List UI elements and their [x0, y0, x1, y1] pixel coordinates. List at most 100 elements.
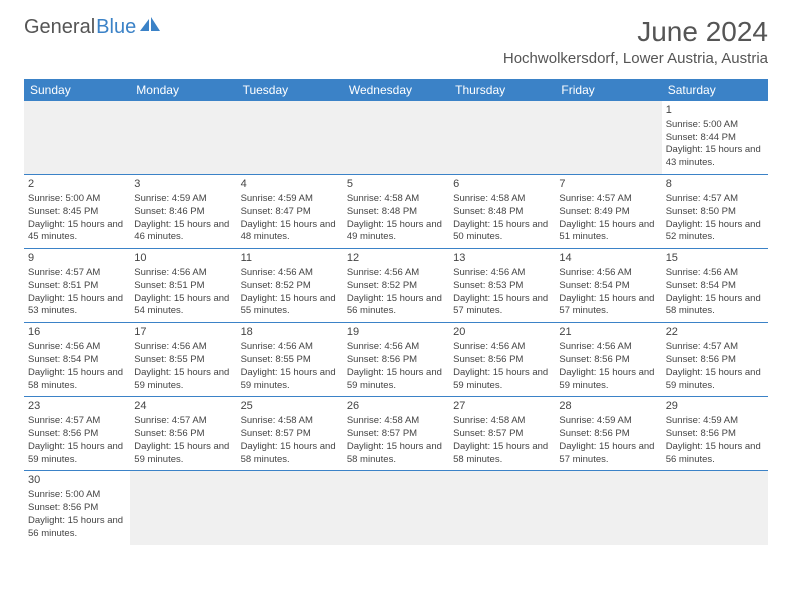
calendar-cell: 8Sunrise: 4:57 AMSunset: 8:50 PMDaylight…	[662, 175, 768, 249]
sunrise-text: Sunrise: 4:57 AM	[28, 267, 126, 280]
calendar-cell: 4Sunrise: 4:59 AMSunset: 8:47 PMDaylight…	[237, 175, 343, 249]
calendar-cell: 30Sunrise: 5:00 AMSunset: 8:56 PMDayligh…	[24, 471, 130, 545]
sunrise-text: Sunrise: 4:57 AM	[134, 415, 232, 428]
day-number: 7	[559, 177, 657, 192]
sunset-text: Sunset: 8:45 PM	[28, 206, 126, 219]
calendar-cell	[24, 101, 130, 175]
sunrise-text: Sunrise: 4:56 AM	[241, 341, 339, 354]
daylight-text: Daylight: 15 hours and 48 minutes.	[241, 219, 339, 245]
day-number: 19	[347, 325, 445, 340]
calendar-cell: 21Sunrise: 4:56 AMSunset: 8:56 PMDayligh…	[555, 323, 661, 397]
sunrise-text: Sunrise: 4:58 AM	[453, 415, 551, 428]
sunset-text: Sunset: 8:56 PM	[559, 354, 657, 367]
sunrise-text: Sunrise: 4:57 AM	[666, 341, 764, 354]
calendar-cell: 5Sunrise: 4:58 AMSunset: 8:48 PMDaylight…	[343, 175, 449, 249]
calendar-cell: 29Sunrise: 4:59 AMSunset: 8:56 PMDayligh…	[662, 397, 768, 471]
calendar-cell	[343, 471, 449, 545]
daylight-text: Daylight: 15 hours and 53 minutes.	[28, 293, 126, 319]
sunrise-text: Sunrise: 4:56 AM	[241, 267, 339, 280]
calendar-header-row: SundayMondayTuesdayWednesdayThursdayFrid…	[24, 79, 768, 101]
sunrise-text: Sunrise: 4:56 AM	[453, 267, 551, 280]
day-number: 24	[134, 399, 232, 414]
sunset-text: Sunset: 8:57 PM	[453, 428, 551, 441]
sunrise-text: Sunrise: 4:56 AM	[347, 267, 445, 280]
daylight-text: Daylight: 15 hours and 57 minutes.	[559, 293, 657, 319]
calendar-cell: 3Sunrise: 4:59 AMSunset: 8:46 PMDaylight…	[130, 175, 236, 249]
calendar-cell: 1Sunrise: 5:00 AMSunset: 8:44 PMDaylight…	[662, 101, 768, 175]
day-number: 14	[559, 251, 657, 266]
calendar-cell: 13Sunrise: 4:56 AMSunset: 8:53 PMDayligh…	[449, 249, 555, 323]
header: GeneralBlue June 2024 Hochwolkersdorf, L…	[24, 16, 768, 71]
daylight-text: Daylight: 15 hours and 45 minutes.	[28, 219, 126, 245]
day-number: 8	[666, 177, 764, 192]
calendar-cell: 24Sunrise: 4:57 AMSunset: 8:56 PMDayligh…	[130, 397, 236, 471]
day-number: 17	[134, 325, 232, 340]
sunset-text: Sunset: 8:56 PM	[134, 428, 232, 441]
daylight-text: Daylight: 15 hours and 49 minutes.	[347, 219, 445, 245]
sunrise-text: Sunrise: 4:58 AM	[241, 415, 339, 428]
sunrise-text: Sunrise: 4:56 AM	[347, 341, 445, 354]
day-header: Monday	[130, 79, 236, 101]
day-number: 27	[453, 399, 551, 414]
sunrise-text: Sunrise: 5:00 AM	[28, 193, 126, 206]
calendar-cell	[555, 471, 661, 545]
calendar-cell	[130, 471, 236, 545]
sunrise-text: Sunrise: 4:59 AM	[559, 415, 657, 428]
sunrise-text: Sunrise: 4:57 AM	[666, 193, 764, 206]
daylight-text: Daylight: 15 hours and 59 minutes.	[347, 367, 445, 393]
daylight-text: Daylight: 15 hours and 58 minutes.	[241, 441, 339, 467]
day-number: 25	[241, 399, 339, 414]
sunrise-text: Sunrise: 5:00 AM	[666, 119, 764, 132]
daylight-text: Daylight: 15 hours and 56 minutes.	[666, 441, 764, 467]
sunrise-text: Sunrise: 4:58 AM	[347, 193, 445, 206]
month-title: June 2024	[503, 16, 768, 48]
calendar-cell: 25Sunrise: 4:58 AMSunset: 8:57 PMDayligh…	[237, 397, 343, 471]
day-header: Thursday	[449, 79, 555, 101]
day-number: 20	[453, 325, 551, 340]
calendar-cell: 23Sunrise: 4:57 AMSunset: 8:56 PMDayligh…	[24, 397, 130, 471]
daylight-text: Daylight: 15 hours and 50 minutes.	[453, 219, 551, 245]
day-number: 29	[666, 399, 764, 414]
daylight-text: Daylight: 15 hours and 59 minutes.	[241, 367, 339, 393]
day-number: 3	[134, 177, 232, 192]
sunset-text: Sunset: 8:51 PM	[28, 280, 126, 293]
sunrise-text: Sunrise: 4:59 AM	[666, 415, 764, 428]
calendar-cell	[237, 471, 343, 545]
sunrise-text: Sunrise: 4:59 AM	[241, 193, 339, 206]
day-number: 16	[28, 325, 126, 340]
calendar-cell: 16Sunrise: 4:56 AMSunset: 8:54 PMDayligh…	[24, 323, 130, 397]
daylight-text: Daylight: 15 hours and 43 minutes.	[666, 144, 764, 170]
sunrise-text: Sunrise: 4:56 AM	[559, 267, 657, 280]
day-number: 21	[559, 325, 657, 340]
sunset-text: Sunset: 8:56 PM	[666, 354, 764, 367]
day-number: 6	[453, 177, 551, 192]
day-number: 23	[28, 399, 126, 414]
sunrise-text: Sunrise: 4:56 AM	[453, 341, 551, 354]
sunset-text: Sunset: 8:54 PM	[559, 280, 657, 293]
daylight-text: Daylight: 15 hours and 56 minutes.	[347, 293, 445, 319]
sunset-text: Sunset: 8:57 PM	[241, 428, 339, 441]
daylight-text: Daylight: 15 hours and 58 minutes.	[453, 441, 551, 467]
calendar-cell	[449, 101, 555, 175]
calendar-cell: 7Sunrise: 4:57 AMSunset: 8:49 PMDaylight…	[555, 175, 661, 249]
day-header: Friday	[555, 79, 661, 101]
logo-sail-icon	[140, 16, 162, 39]
sunset-text: Sunset: 8:53 PM	[453, 280, 551, 293]
sunset-text: Sunset: 8:57 PM	[347, 428, 445, 441]
day-header: Saturday	[662, 79, 768, 101]
sunset-text: Sunset: 8:56 PM	[28, 428, 126, 441]
calendar-cell: 26Sunrise: 4:58 AMSunset: 8:57 PMDayligh…	[343, 397, 449, 471]
daylight-text: Daylight: 15 hours and 59 minutes.	[453, 367, 551, 393]
sunset-text: Sunset: 8:54 PM	[28, 354, 126, 367]
day-number: 13	[453, 251, 551, 266]
daylight-text: Daylight: 15 hours and 59 minutes.	[559, 367, 657, 393]
sunset-text: Sunset: 8:51 PM	[134, 280, 232, 293]
sunset-text: Sunset: 8:56 PM	[453, 354, 551, 367]
daylight-text: Daylight: 15 hours and 55 minutes.	[241, 293, 339, 319]
daylight-text: Daylight: 15 hours and 46 minutes.	[134, 219, 232, 245]
sunrise-text: Sunrise: 5:00 AM	[28, 489, 126, 502]
sunset-text: Sunset: 8:47 PM	[241, 206, 339, 219]
calendar-cell	[343, 101, 449, 175]
calendar-cell: 27Sunrise: 4:58 AMSunset: 8:57 PMDayligh…	[449, 397, 555, 471]
day-header: Sunday	[24, 79, 130, 101]
